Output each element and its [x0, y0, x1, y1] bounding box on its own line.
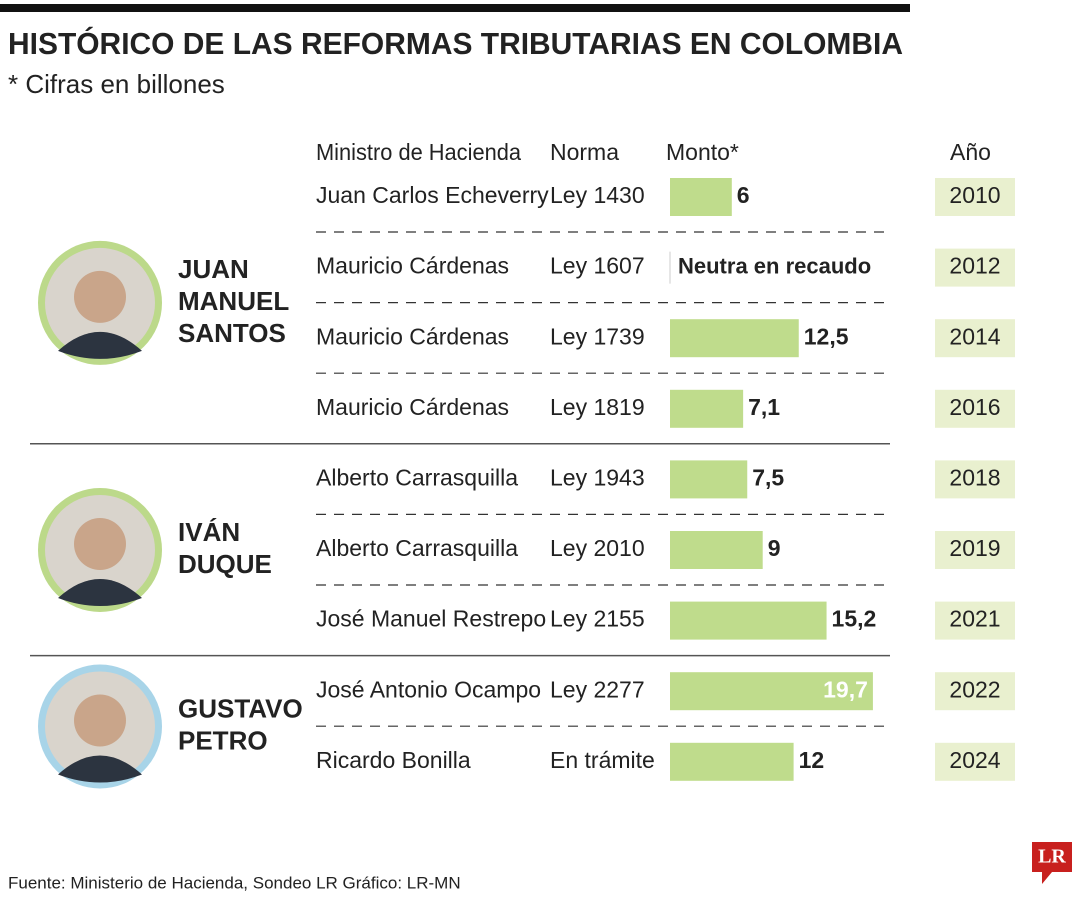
norma: Ley 1430 — [550, 182, 645, 208]
norma: Ley 1607 — [550, 253, 645, 279]
bar — [670, 531, 763, 569]
value-label: 7,5 — [752, 464, 784, 490]
president-name: SANTOS — [178, 318, 286, 348]
bar — [670, 178, 732, 216]
minister: José Antonio Ocampo — [316, 676, 541, 702]
header-year: Año — [950, 139, 991, 165]
portrait-face — [74, 518, 126, 570]
bar — [670, 742, 794, 781]
year: 2022 — [949, 676, 1000, 702]
header-norma: Norma — [550, 139, 619, 165]
value-label: Neutra en recaudo — [678, 253, 871, 278]
year: 2010 — [949, 182, 1000, 208]
header-monto: Monto* — [666, 139, 739, 165]
value-label: 6 — [737, 182, 750, 208]
bar — [670, 601, 827, 640]
bar — [670, 672, 873, 711]
minister: Alberto Carrasquilla — [316, 464, 518, 490]
minister: Juan Carlos Echeverry — [316, 182, 549, 208]
minister: Ricardo Bonilla — [316, 747, 471, 773]
portrait-body — [58, 579, 142, 606]
year: 2018 — [949, 464, 1000, 490]
norma: Ley 2010 — [550, 535, 645, 561]
year: 2024 — [949, 747, 1000, 773]
year-box — [935, 389, 1015, 428]
title: HISTÓRICO DE LAS REFORMAS TRIBUTARIAS EN… — [8, 25, 903, 61]
president-name: MANUEL — [178, 286, 289, 316]
year: 2019 — [949, 535, 1000, 561]
president-name: PETRO — [178, 725, 268, 755]
year-box — [935, 319, 1015, 358]
bar — [670, 460, 748, 499]
value-label: 15,2 — [832, 606, 877, 632]
president-name: IVÁN — [178, 517, 240, 547]
value-label: 7,1 — [748, 394, 780, 420]
year-box — [935, 742, 1015, 781]
portrait-face — [74, 694, 126, 747]
header-minister: Ministro de Hacienda — [316, 139, 521, 165]
norma: En trámite — [550, 747, 655, 773]
year: 2016 — [949, 394, 1000, 420]
norma: Ley 1739 — [550, 323, 645, 349]
logo-text: LR — [1038, 846, 1066, 868]
portrait-face — [74, 270, 126, 323]
norma: Ley 1943 — [550, 464, 645, 490]
year-box — [935, 672, 1015, 711]
year-box — [935, 460, 1015, 499]
subtitle: * Cifras en billones — [8, 69, 225, 99]
minister: José Manuel Restrepo — [316, 606, 546, 632]
value-label: 12 — [799, 747, 825, 773]
norma: Ley 1819 — [550, 394, 645, 420]
president-name: DUQUE — [178, 549, 272, 579]
year: 2021 — [949, 606, 1000, 632]
portrait-body — [58, 331, 142, 359]
year-box — [935, 531, 1015, 569]
year-box — [935, 601, 1015, 640]
bar — [670, 319, 799, 358]
year-box — [935, 178, 1015, 216]
minister: Alberto Carrasquilla — [316, 535, 518, 561]
norma: Ley 2155 — [550, 606, 645, 632]
minister: Mauricio Cárdenas — [316, 394, 509, 420]
president-name: GUSTAVO — [178, 693, 303, 723]
bar — [670, 389, 744, 428]
president-name: JUAN — [178, 254, 249, 284]
year-box — [935, 248, 1015, 287]
footer: Fuente: Ministerio de Hacienda, Sondeo L… — [8, 873, 461, 892]
year: 2014 — [949, 323, 1000, 349]
value-label: 19,7 — [823, 676, 868, 702]
minister: Mauricio Cárdenas — [316, 253, 509, 279]
value-label: 12,5 — [804, 323, 849, 349]
minister: Mauricio Cárdenas — [316, 323, 509, 349]
value-label: 9 — [768, 535, 781, 561]
portrait-body — [58, 755, 142, 783]
norma: Ley 2277 — [550, 676, 645, 702]
top-rule — [0, 4, 910, 12]
year: 2012 — [949, 253, 1000, 279]
logo-badge — [1032, 842, 1072, 884]
